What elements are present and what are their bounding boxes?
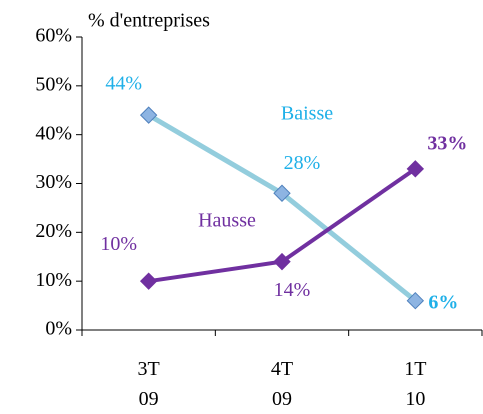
y-tick-label: 50% [35,73,72,95]
x-tick-label: 1T 10 [404,358,427,410]
y-axis-label: % d'entreprises [88,10,210,32]
marker [273,252,291,271]
marker [406,291,425,310]
marker [139,106,158,124]
series-label: Baisse [281,103,333,125]
x-tick-label: 4T 09 [270,358,294,410]
marker [139,272,158,290]
data-label: 44% [105,73,142,95]
y-tick-label: 40% [35,122,72,144]
data-label: 10% [100,233,137,255]
x-tick-label: 3T 09 [137,358,160,410]
y-tick-label: 20% [35,220,72,242]
y-tick-label: 0% [45,318,72,340]
marker [273,184,291,202]
y-tick-label: 10% [35,269,72,291]
y-tick-label: 60% [35,25,72,47]
data-label: 6% [428,291,458,313]
y-tick-label: 30% [35,171,72,193]
data-label: 14% [274,279,311,301]
series-line [147,112,417,303]
series-label: Hausse [198,210,256,232]
data-label: 33% [427,132,467,154]
marker [406,160,425,178]
data-label: 28% [284,152,321,174]
